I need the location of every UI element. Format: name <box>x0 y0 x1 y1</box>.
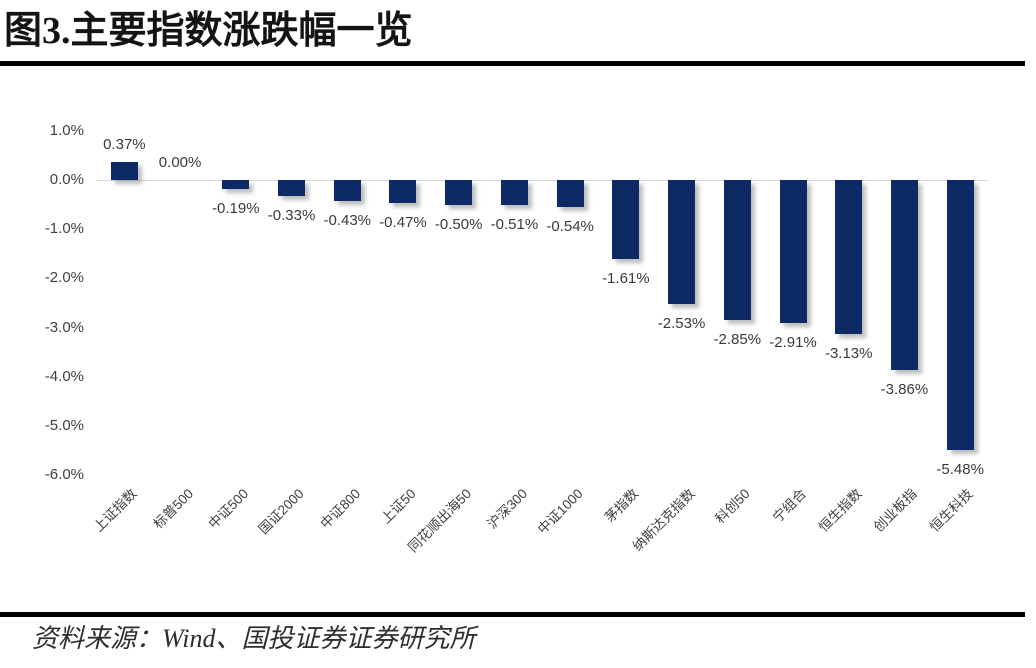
bar <box>222 180 250 190</box>
bar <box>723 180 751 321</box>
source-note: 资料来源：Wind、国投证券证券研究所 <box>32 624 476 653</box>
y-axis-tick-label: -1.0% <box>44 220 84 238</box>
x-axis-category-label: 中证500 <box>205 486 252 532</box>
bar-value-label: -0.19% <box>212 200 260 218</box>
y-axis-tick-label: -3.0% <box>44 318 84 336</box>
footer-divider <box>0 612 1025 617</box>
x-axis-category-label: 中证1000 <box>534 486 586 537</box>
bar <box>668 180 696 305</box>
bar <box>333 180 361 202</box>
bar <box>946 180 974 450</box>
bar-chart: 1.0% 0.0% -1.0% -2.0% -3.0% -4.0% -5.0% -6.0% 0.… <box>44 121 989 555</box>
x-axis-category-label: 中证800 <box>317 486 363 532</box>
bar <box>612 180 640 260</box>
bar-value-label: -3.13% <box>824 344 873 362</box>
bar-value-label: -0.50% <box>434 215 483 233</box>
bar <box>500 180 528 206</box>
x-axis-category-label: 创业板指 <box>871 486 921 535</box>
bar <box>278 180 306 197</box>
bar-value-label: -0.43% <box>323 212 371 230</box>
y-axis-tick-label: -5.0% <box>44 417 84 434</box>
zero-gridline <box>96 180 989 181</box>
y-axis-tick-label: 1.0% <box>49 121 84 139</box>
bar <box>890 180 918 370</box>
bar-value-label: -2.91% <box>769 334 817 352</box>
bar <box>556 180 584 207</box>
bar-value-label: -0.33% <box>267 207 316 225</box>
bar-value-label: -3.86% <box>880 380 929 398</box>
bar-value-label: -2.53% <box>657 315 706 333</box>
x-axis-category-label: 沪深300 <box>484 486 530 532</box>
bar-value-label: -5.48% <box>936 460 984 478</box>
figure-title: 图3.主要指数涨跌幅一览 <box>4 10 413 52</box>
bar <box>389 180 417 204</box>
bar <box>445 180 473 205</box>
x-axis-category-label: 上证指数 <box>91 486 140 535</box>
x-axis-category-label: 茅指数 <box>602 486 642 526</box>
bar-value-label: -0.54% <box>546 217 594 235</box>
bar <box>110 161 138 180</box>
y-axis-tick-label: 0.0% <box>49 171 84 188</box>
x-axis-category-label: 标普500 <box>150 486 196 532</box>
bar-value-label: -2.85% <box>713 331 762 349</box>
x-axis-category-label: 恒生指数 <box>815 486 865 535</box>
title-underline <box>0 61 1025 66</box>
bar-value-label: 0.00% <box>158 154 202 171</box>
y-axis-tick-label: -6.0% <box>44 466 84 484</box>
bar-value-label: -1.61% <box>602 270 650 288</box>
x-axis-category-label: 恒生科技 <box>926 486 976 535</box>
y-axis-tick-label: -2.0% <box>44 269 84 287</box>
bar-value-label: -0.47% <box>379 214 427 232</box>
bar-value-label: -0.51% <box>490 216 539 234</box>
y-axis-tick-label: -4.0% <box>44 367 84 385</box>
x-axis-category-label: 国证2000 <box>256 486 308 537</box>
bar <box>835 180 863 334</box>
bar-value-label: 0.37% <box>103 135 146 153</box>
x-axis-category-label: 科创50 <box>712 486 753 527</box>
x-axis-category-label: 上证50 <box>378 486 419 527</box>
bar <box>779 180 807 324</box>
x-axis-category-label: 宁组合 <box>769 486 809 526</box>
